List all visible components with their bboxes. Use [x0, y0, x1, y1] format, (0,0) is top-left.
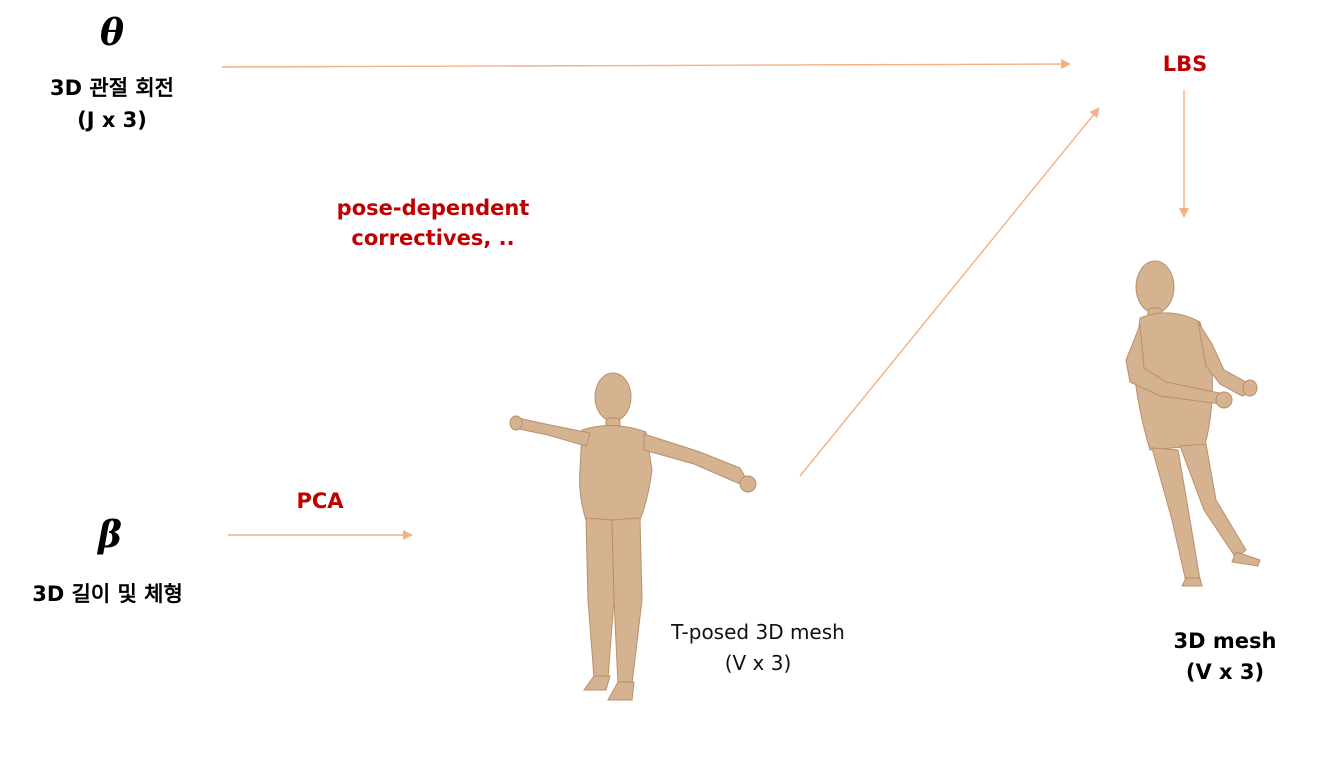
tposed-body-figure — [509, 372, 757, 701]
beta-symbol: β — [98, 514, 122, 556]
theta-symbol: θ — [99, 12, 124, 54]
final-mesh-label: 3D mesh — [1173, 629, 1277, 653]
arrow-theta-to-lbs — [221, 59, 1071, 70]
correctives-line1: pose-dependent — [336, 196, 530, 220]
theta-label: 3D 관절 회전 — [50, 76, 174, 100]
beta-label: 3D 길이 및 체형 — [32, 582, 183, 606]
tposed-dims: (V x 3) — [724, 651, 792, 675]
correctives-line2: correctives, .. — [351, 226, 515, 250]
theta-dims: (J x 3) — [77, 108, 147, 132]
lbs-label: LBS — [1162, 52, 1208, 76]
pca-label: PCA — [296, 489, 344, 513]
posed-body-figure — [1125, 260, 1261, 587]
tposed-label: T-posed 3D mesh — [671, 620, 845, 644]
arrow-tpose-to-lbs — [799, 107, 1100, 477]
final-mesh-dims: (V x 3) — [1185, 660, 1265, 684]
